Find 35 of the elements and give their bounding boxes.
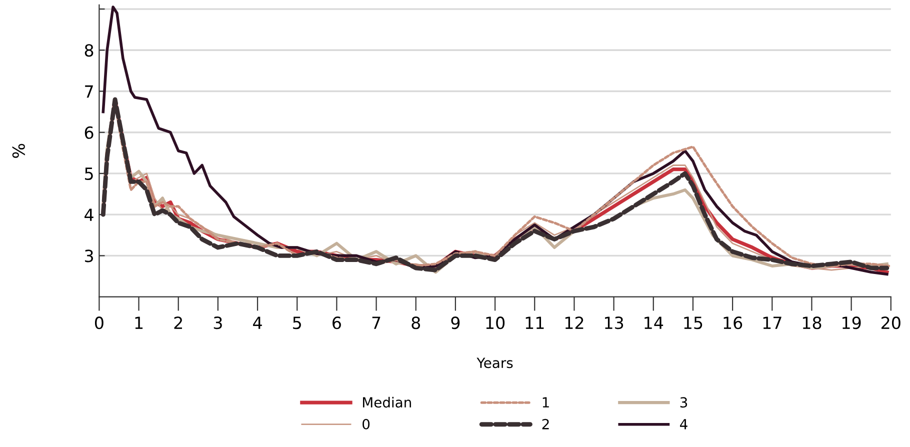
x-tick-label: 10 — [486, 316, 505, 330]
legend-label: 1 — [542, 397, 549, 408]
y-tick-label: 4 — [84, 208, 94, 221]
x-tick-label: 5 — [293, 316, 301, 330]
x-tick-label: 11 — [526, 316, 544, 329]
x-tick-label: 15 — [684, 316, 702, 330]
legend-label: 2 — [542, 418, 549, 430]
y-tick-label: 6 — [84, 126, 94, 139]
legend-label: Median — [363, 396, 411, 408]
x-tick-label: 18 — [802, 316, 822, 330]
x-tick-label: 16 — [724, 316, 742, 330]
x-tick-label: 8 — [412, 316, 420, 330]
x-tick-label: 4 — [253, 316, 262, 329]
y-tick-label: 7 — [85, 85, 93, 98]
x-tick-label: 13 — [605, 316, 624, 330]
y-tick-label: 3 — [84, 250, 93, 262]
x-tick-label: 19 — [842, 316, 861, 330]
x-tick-label: 0 — [94, 316, 104, 330]
x-tick-label: 1 — [135, 316, 143, 329]
x-tick-label: 6 — [332, 316, 341, 330]
x-tick-label: 9 — [451, 316, 460, 330]
legend-label: 3 — [680, 397, 688, 408]
y-tick-label: 8 — [84, 44, 94, 57]
x-tick-label: 2 — [174, 316, 182, 329]
legend-label: 4 — [680, 419, 688, 430]
y-axis-title: % — [12, 144, 25, 158]
x-tick-label: 12 — [565, 316, 584, 329]
x-tick-label: 17 — [763, 316, 782, 329]
x-tick-label: 7 — [372, 316, 380, 329]
x-tick-label: 20 — [882, 316, 900, 330]
x-axis-title: Years — [476, 358, 513, 368]
y-tick-label: 5 — [85, 168, 93, 180]
legend-label: 0 — [362, 418, 370, 430]
x-tick-label: 3 — [214, 316, 222, 330]
x-tick-label: 14 — [644, 316, 664, 329]
